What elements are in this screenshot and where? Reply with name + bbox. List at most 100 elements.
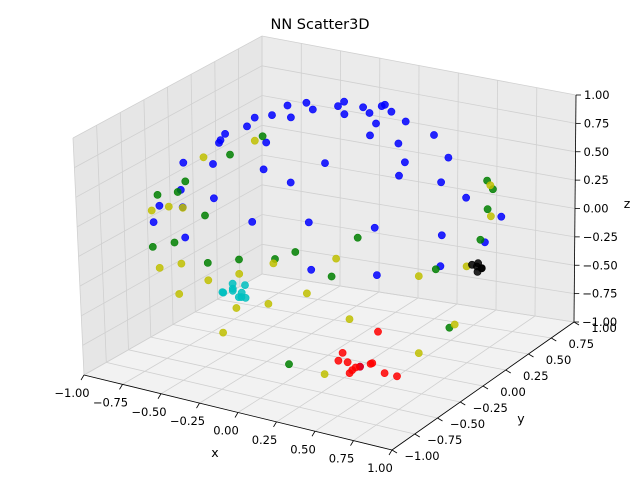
data-point [380, 369, 389, 377]
data-point [304, 218, 313, 227]
y-tick-label: 0.75 [568, 337, 594, 351]
x-axis-label: x [211, 445, 218, 460]
grid-line [214, 61, 218, 300]
z-tick-label: 0.75 [584, 116, 610, 130]
data-point [414, 272, 423, 280]
data-point [235, 269, 244, 278]
data-point [243, 122, 251, 131]
data-point [209, 194, 218, 203]
grid-lines [72, 35, 577, 451]
data-point [199, 153, 208, 162]
data-point [395, 171, 403, 180]
data-point [366, 359, 375, 368]
z-tick-label: −0.75 [582, 287, 617, 301]
y-tick-mark [551, 337, 557, 342]
data-points [147, 97, 506, 381]
x-tick-label: −0.75 [93, 395, 128, 409]
data-point [203, 258, 212, 267]
y-tick-label: −0.25 [473, 401, 508, 415]
data-point [359, 103, 367, 112]
data-point [340, 97, 348, 106]
data-point [237, 293, 246, 301]
x-tick-label: 0.50 [290, 442, 316, 456]
x-tick-label: −1.00 [54, 386, 89, 400]
y-tick-label: −0.50 [450, 417, 485, 431]
data-point [321, 159, 329, 167]
data-point [332, 254, 340, 263]
data-point [374, 327, 382, 336]
x-tick-mark [388, 449, 393, 456]
grid-line [217, 298, 529, 355]
data-point [155, 201, 164, 210]
data-point [444, 153, 453, 162]
data-point [366, 131, 374, 140]
x-tick-mark [80, 374, 85, 381]
data-point [148, 242, 157, 251]
data-point [308, 105, 317, 114]
data-point [147, 206, 156, 215]
data-point [291, 248, 300, 256]
x-tick-mark [350, 440, 354, 446]
data-point [164, 202, 173, 211]
data-point [204, 276, 213, 285]
data-point [173, 188, 182, 196]
x-tick-label: −0.25 [170, 414, 205, 428]
z-tick-label: 0.25 [583, 173, 609, 187]
data-point [286, 178, 295, 187]
data-point [155, 263, 164, 272]
tick-labels: −1.00 −0.75 −0.50 −0.25 0.00 0.25 0.50 0.75 1.00… [54, 88, 618, 475]
data-point [235, 255, 243, 264]
grid-line [261, 273, 575, 323]
x-tick-label: 0.75 [329, 452, 355, 466]
data-point [401, 117, 410, 126]
data-point [370, 223, 379, 232]
y-tick-label: 0.25 [523, 369, 549, 383]
data-point [175, 290, 184, 298]
y-axis-label: y [517, 411, 525, 426]
data-point [218, 288, 227, 296]
data-point [307, 265, 316, 274]
data-point [437, 178, 445, 187]
data-point [372, 119, 380, 128]
data-point [431, 265, 440, 274]
y-tick-mark [460, 401, 466, 406]
x-tick-mark [311, 431, 316, 437]
data-point [462, 193, 470, 202]
y-tick-mark [573, 321, 580, 326]
data-point [477, 264, 486, 273]
x-tick-label: 0.00 [213, 424, 239, 438]
x-tick-label: 1.00 [367, 461, 393, 475]
data-point [372, 271, 381, 279]
x-tick-mark [273, 421, 277, 428]
data-point [262, 138, 271, 147]
data-point [486, 212, 495, 221]
data-point [241, 281, 249, 289]
y-tick-mark [414, 433, 420, 438]
data-point [181, 177, 190, 186]
data-point [179, 158, 188, 167]
data-point [149, 218, 158, 226]
data-point [343, 358, 352, 367]
data-point [414, 349, 423, 357]
data-point [181, 233, 190, 242]
y-tick-label: −0.75 [427, 433, 462, 447]
data-point [394, 139, 403, 148]
y-tick-mark [437, 417, 443, 422]
y-tick-mark [391, 449, 398, 454]
y-tick-mark [505, 369, 511, 374]
data-point [269, 259, 278, 268]
data-point [430, 131, 438, 139]
data-point [345, 315, 354, 323]
data-point [302, 289, 311, 298]
data-point [258, 132, 267, 141]
z-tick-label: −0.50 [583, 258, 618, 272]
grid-line [238, 48, 241, 287]
data-point [450, 320, 459, 329]
data-point [283, 101, 292, 110]
data-point [153, 190, 162, 199]
x-tick-mark [234, 412, 239, 418]
data-point [320, 370, 329, 378]
y-tick-label: −1.00 [404, 449, 439, 463]
z-tick-label: −0.25 [583, 230, 618, 244]
data-point [400, 158, 409, 167]
